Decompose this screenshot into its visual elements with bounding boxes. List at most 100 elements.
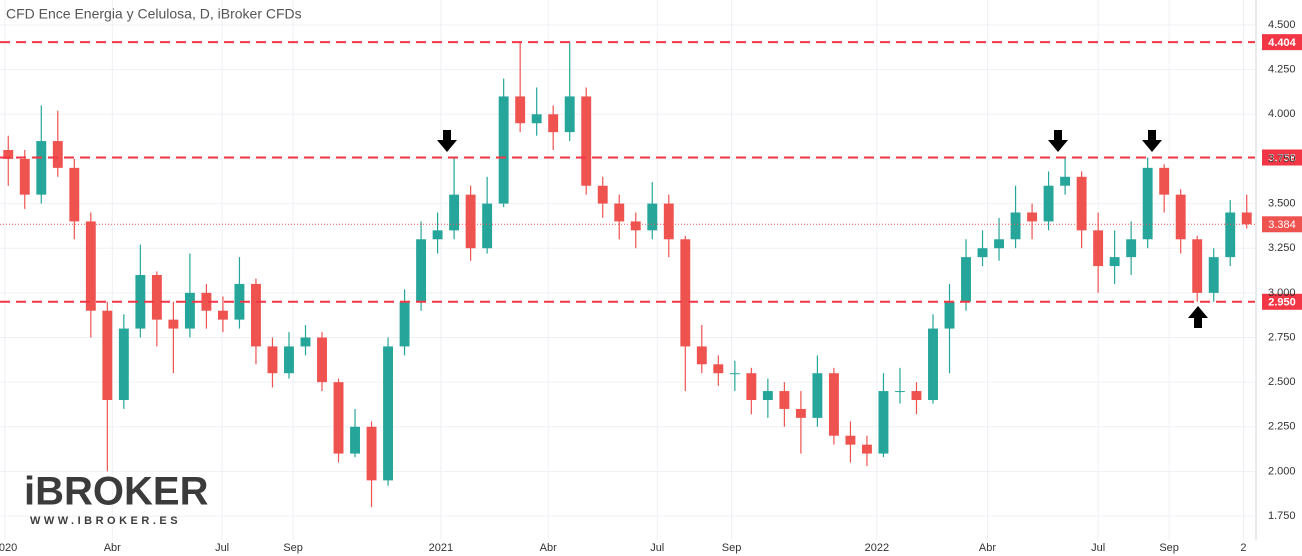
candle-body	[135, 275, 146, 329]
candle-body	[300, 337, 311, 347]
candle-body	[597, 185, 608, 204]
watermark: iBROKER WWW.IBROKER.ES	[24, 470, 209, 527]
candle-body	[234, 283, 245, 320]
candle-body	[465, 194, 476, 249]
candle-body	[647, 203, 658, 231]
candle-body	[581, 96, 592, 186]
up-arrow	[1188, 306, 1208, 328]
candle-body	[102, 310, 113, 400]
candle-body	[1027, 212, 1038, 222]
candle-body	[118, 328, 129, 400]
candle-body	[1093, 230, 1104, 267]
candle-body	[1076, 176, 1087, 231]
candle-body	[416, 239, 427, 302]
candle-body	[69, 167, 80, 222]
candle-body	[845, 435, 856, 445]
candle-body	[151, 275, 162, 320]
candle-body	[267, 346, 278, 374]
candle-body	[944, 301, 955, 329]
candle-body	[696, 346, 707, 365]
candle-body	[895, 391, 905, 393]
candle-body	[85, 221, 96, 311]
candle-body	[168, 319, 179, 329]
candle-body	[201, 292, 212, 311]
y-tick-label: 3.250	[1268, 242, 1296, 254]
y-tick-label: 4.250	[1268, 64, 1296, 76]
candle-body	[184, 292, 195, 329]
candle-body	[779, 391, 790, 409]
x-tick-label: Jul	[215, 542, 229, 554]
arrows	[437, 130, 1208, 328]
chart-title: CFD Ence Energia y Celulosa, D, iBroker …	[6, 6, 302, 22]
y-tick-label: 4.500	[1268, 19, 1296, 31]
last-price-label: 3.384	[1268, 219, 1296, 231]
grid	[0, 0, 1255, 540]
candle-body	[350, 426, 360, 454]
candle-body	[399, 301, 410, 347]
candle-body	[614, 203, 625, 222]
candle-body	[828, 373, 839, 436]
candle-body	[1142, 167, 1153, 240]
down-arrow	[437, 130, 457, 152]
candle-body	[1010, 212, 1021, 240]
candle-body	[366, 426, 377, 481]
watermark-url: WWW.IBROKER.ES	[30, 515, 181, 527]
candle-body	[548, 114, 559, 133]
candle-body	[1175, 194, 1186, 240]
candle-body	[36, 141, 47, 195]
watermark-brand: iBROKER	[24, 470, 209, 514]
candle-body	[630, 221, 641, 231]
level-label-box	[1262, 34, 1302, 51]
candle-body	[1126, 239, 1137, 258]
candle-body	[19, 158, 30, 195]
x-tick-label: Jul	[650, 542, 664, 554]
candle-body	[1043, 185, 1054, 222]
x-tick-label: 2	[1240, 542, 1246, 554]
x-tick-label: Abr	[979, 542, 996, 554]
candle-body	[1060, 176, 1071, 186]
candle-body	[878, 391, 889, 454]
candle-body	[449, 194, 460, 231]
candle-body	[317, 337, 327, 383]
candle-body	[928, 328, 938, 400]
candle-body	[531, 114, 542, 124]
y-tick-label: 3.750	[1268, 153, 1296, 165]
x-tick-label: Abr	[104, 542, 121, 554]
candle-body	[333, 382, 344, 454]
y-tick-label: 2.250	[1268, 421, 1296, 433]
x-tick-label: 2020	[0, 542, 17, 554]
candle-body	[482, 203, 493, 249]
candle-body	[713, 364, 724, 374]
y-tick-label: 4.000	[1268, 108, 1296, 120]
levels: 4.404 3.758 2.950 3.384	[0, 34, 1302, 310]
candle-body	[383, 346, 394, 481]
y-tick-label: 3.500	[1268, 197, 1296, 209]
candle-body	[1241, 212, 1252, 225]
candle-body	[994, 239, 1004, 249]
candle-body	[795, 408, 806, 418]
x-tick-label: Sep	[283, 542, 303, 554]
y-tick-label: 3.000	[1268, 287, 1296, 299]
y-tick-label: 1.750	[1268, 510, 1296, 522]
candle-body	[284, 346, 294, 374]
candle-body	[961, 257, 971, 302]
y-tick-label: 2.000	[1268, 465, 1296, 477]
candle-body	[911, 391, 922, 400]
x-tick-label: Sep	[1159, 542, 1179, 554]
candle-body	[729, 373, 740, 375]
down-arrow	[1142, 130, 1162, 152]
last-price-box	[1262, 216, 1302, 233]
candle-body	[498, 96, 509, 204]
candle-body	[564, 96, 575, 133]
candle-body	[432, 230, 443, 240]
y-tick-label: 2.750	[1268, 331, 1296, 343]
candle-body	[762, 391, 773, 400]
y-tick-label: 2.500	[1268, 376, 1296, 388]
candle-body	[746, 373, 757, 400]
level-label: 4.404	[1268, 37, 1296, 49]
candle-body	[1208, 257, 1219, 293]
candle-body	[52, 141, 63, 168]
level-label-box	[1262, 293, 1302, 310]
candle-body	[515, 96, 526, 124]
